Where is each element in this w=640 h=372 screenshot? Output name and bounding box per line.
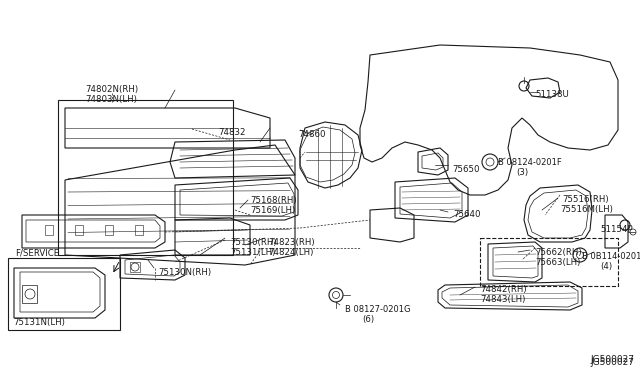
Text: 75640: 75640	[453, 210, 481, 219]
Text: 74832: 74832	[218, 128, 246, 137]
Text: 75663(LH): 75663(LH)	[535, 258, 580, 267]
Bar	[8, 258, 120, 330]
Bar	[135, 225, 143, 235]
Text: B 08124-0201F: B 08124-0201F	[498, 158, 562, 167]
Text: 74824(LH): 74824(LH)	[268, 248, 314, 257]
Bar	[130, 262, 140, 272]
Text: (3): (3)	[516, 168, 528, 177]
Text: 74843(LH): 74843(LH)	[480, 295, 525, 304]
Text: (6): (6)	[362, 315, 374, 324]
Bar	[75, 225, 83, 235]
Bar	[480, 238, 618, 286]
Text: JG500027: JG500027	[590, 358, 634, 367]
Text: 74842(RH): 74842(RH)	[480, 285, 527, 294]
Text: F/SERVICE: F/SERVICE	[15, 248, 60, 257]
Bar	[58, 100, 233, 255]
Text: 74823(RH): 74823(RH)	[268, 238, 315, 247]
Text: 75662(RH): 75662(RH)	[535, 248, 582, 257]
Text: 51154P: 51154P	[600, 225, 632, 234]
Text: 75168(RH): 75168(RH)	[250, 196, 296, 205]
Text: 74802N(RH): 74802N(RH)	[85, 85, 138, 94]
Text: 75650: 75650	[452, 165, 479, 174]
Text: (4): (4)	[600, 262, 612, 271]
Text: 75516M(LH): 75516M(LH)	[560, 205, 613, 214]
Text: 51138U: 51138U	[535, 90, 569, 99]
Text: B 0B114-0201C: B 0B114-0201C	[582, 252, 640, 261]
Text: 75169(LH): 75169(LH)	[250, 206, 295, 215]
Text: 75516(RH): 75516(RH)	[562, 195, 609, 204]
Bar	[22, 285, 37, 303]
Text: 75130(RH): 75130(RH)	[230, 238, 276, 247]
Text: 74860: 74860	[298, 130, 326, 139]
Text: 75130N(RH): 75130N(RH)	[158, 268, 211, 277]
Text: 75131N(LH): 75131N(LH)	[13, 318, 65, 327]
Bar	[45, 225, 53, 235]
Text: 74803N(LH): 74803N(LH)	[85, 95, 137, 104]
Text: JG500027: JG500027	[590, 355, 634, 364]
Bar	[105, 225, 113, 235]
Text: 75131(LH): 75131(LH)	[230, 248, 275, 257]
Text: B 08127-0201G: B 08127-0201G	[345, 305, 410, 314]
